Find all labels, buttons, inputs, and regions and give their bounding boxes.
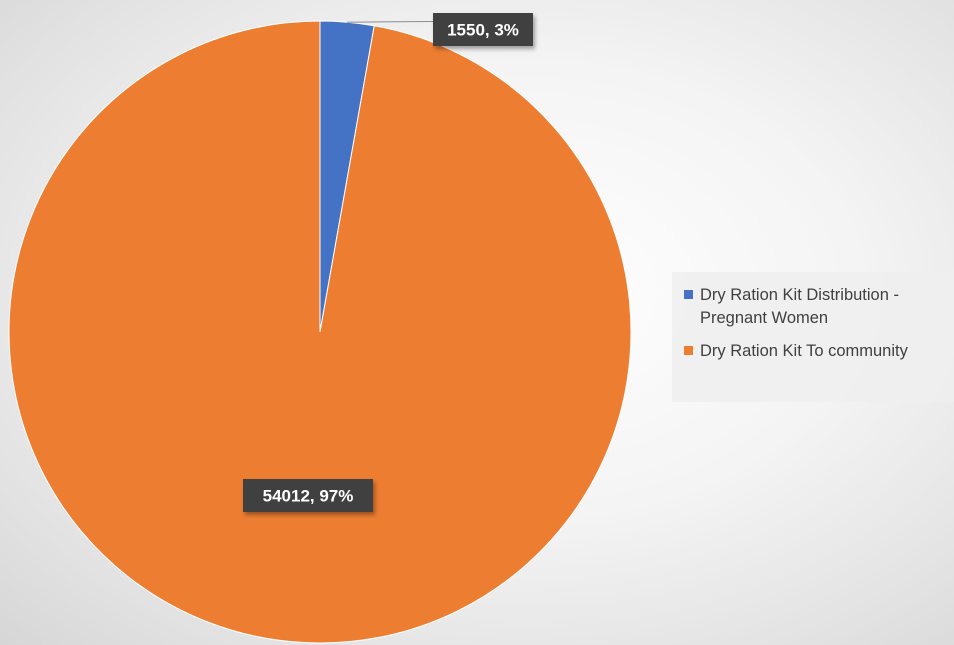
legend-item-pregnant-women: Dry Ration Kit Distribution - Pregnant W… <box>684 284 948 330</box>
data-label-box-0 <box>433 13 533 46</box>
legend-swatch-community <box>684 346 693 355</box>
legend-label-community: Dry Ration Kit To community <box>700 342 908 360</box>
legend-label-pregnant-women: Dry Ration Kit Distribution - Pregnant W… <box>700 286 899 327</box>
data-label-box-1 <box>243 479 373 512</box>
data-label-0: 1550, 3% <box>447 21 519 40</box>
pie-slice-1 <box>8 20 632 644</box>
data-label-1: 54012, 97% <box>263 487 354 506</box>
data-label-leader-line-0 <box>347 21 434 23</box>
chart-legend: Dry Ration Kit Distribution - Pregnant W… <box>672 272 954 402</box>
legend-item-community: Dry Ration Kit To community <box>684 340 948 363</box>
legend-swatch-pregnant-women <box>684 290 693 299</box>
